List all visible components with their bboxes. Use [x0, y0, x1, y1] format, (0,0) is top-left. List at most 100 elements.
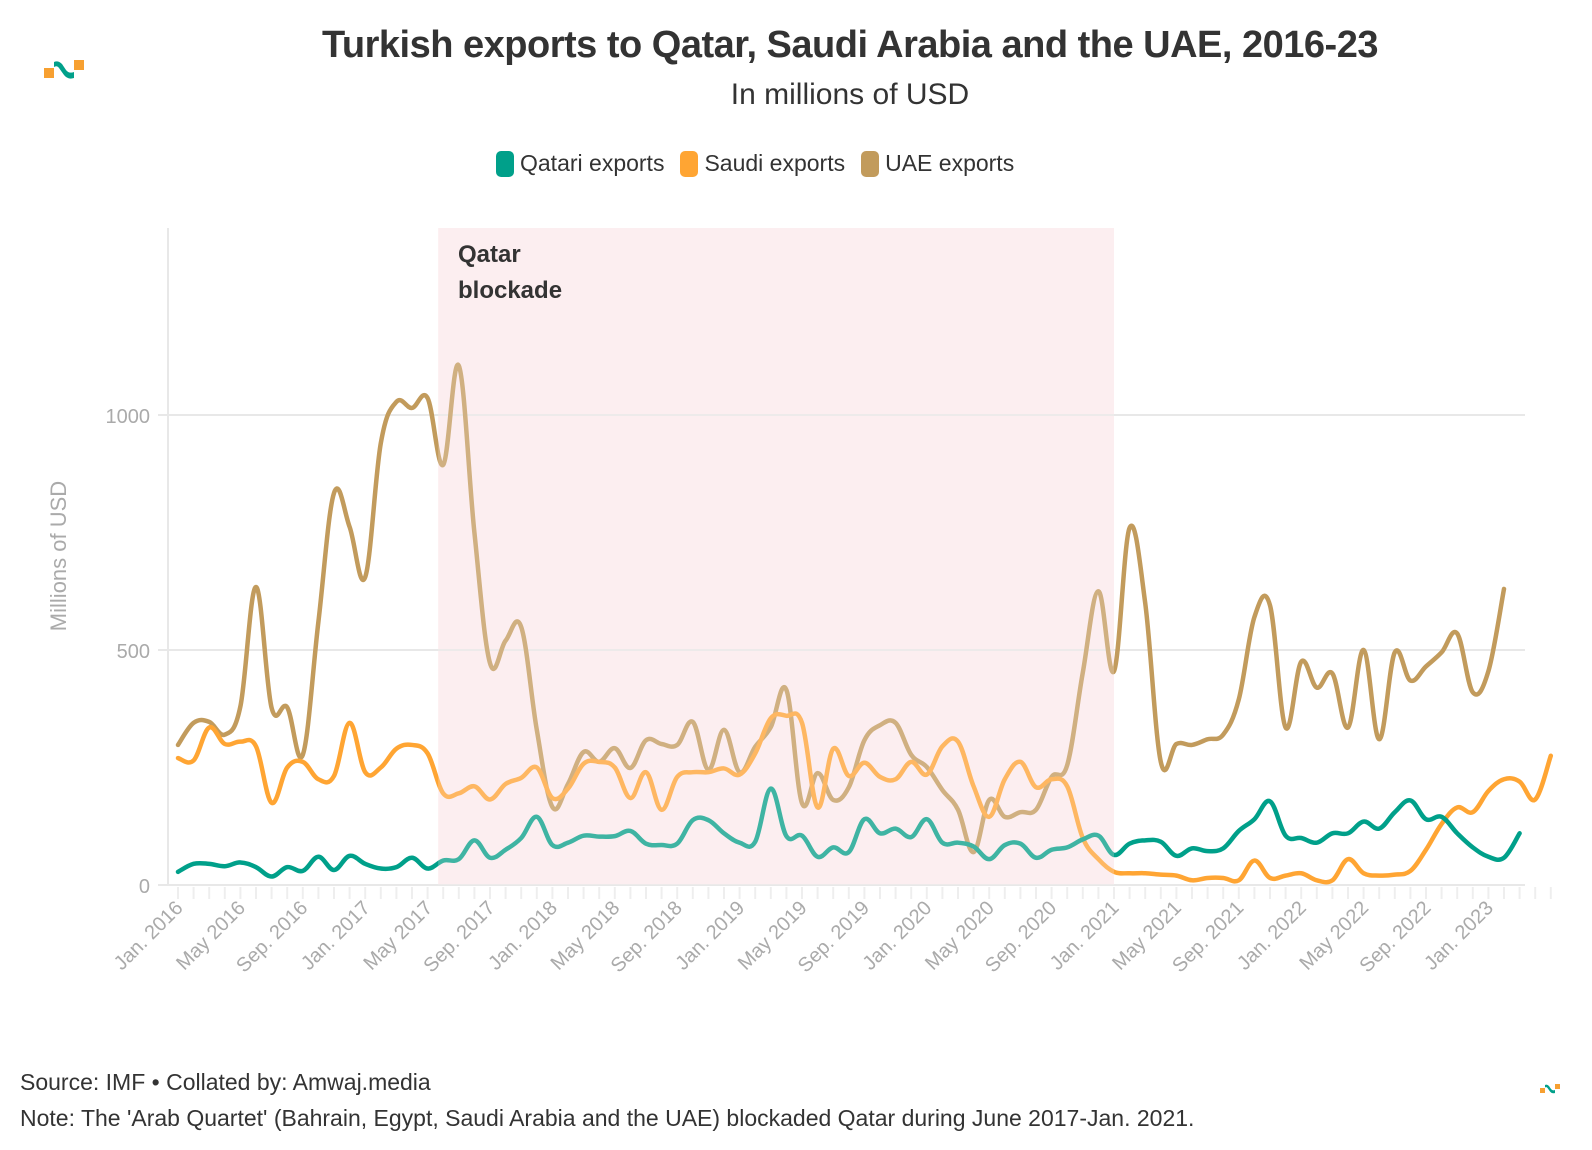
data-point-qatari [1345, 830, 1351, 836]
data-point-saudi [1532, 796, 1538, 802]
data-point-saudi [1205, 875, 1211, 881]
data-point-uae [1376, 736, 1382, 742]
data-point-uae [1407, 678, 1413, 684]
data-point-qatari [1392, 809, 1398, 815]
note-text: Note: The 'Arab Quartet' (Bahrain, Egypt… [20, 1105, 1195, 1131]
data-point-saudi [331, 773, 337, 779]
data-point-uae [1205, 736, 1211, 742]
data-point-qatari [331, 867, 337, 873]
data-point-qatari [1251, 816, 1257, 822]
data-point-qatari [425, 866, 431, 872]
data-point-qatari [300, 868, 306, 874]
data-point-saudi [393, 746, 399, 752]
data-point-qatari [1314, 840, 1320, 846]
data-point-uae [1345, 725, 1351, 731]
data-point-saudi [1127, 870, 1133, 876]
data-point-qatari [1189, 845, 1195, 851]
data-point-uae [237, 703, 243, 709]
data-point-saudi [222, 741, 228, 747]
data-point-uae [1454, 631, 1460, 637]
y-tick-label: 500 [117, 641, 150, 663]
data-point-qatari [1423, 816, 1429, 822]
data-point-qatari [315, 854, 321, 860]
data-point-saudi [315, 776, 321, 782]
data-point-uae [362, 574, 368, 580]
data-point-saudi [1329, 877, 1335, 883]
data-point-qatari [253, 864, 259, 870]
data-point-uae [425, 395, 431, 401]
data-point-uae [1142, 600, 1148, 606]
logo-icon [44, 60, 84, 79]
data-point-uae [1236, 696, 1242, 702]
data-point-uae [1423, 663, 1429, 669]
data-point-qatari [1485, 854, 1491, 860]
data-point-qatari [1517, 830, 1523, 836]
series-line-qatari [175, 786, 1522, 879]
data-point-qatari [175, 869, 181, 875]
data-point-uae [393, 399, 399, 405]
y-tick-label: 0 [139, 876, 150, 898]
data-point-uae [1158, 759, 1164, 765]
data-point-saudi [1251, 858, 1257, 864]
data-point-saudi [253, 743, 259, 749]
data-point-saudi [1376, 873, 1382, 879]
data-point-saudi [1439, 821, 1445, 827]
data-point-uae [1298, 659, 1304, 665]
data-point-saudi [1158, 872, 1164, 878]
source-text: Source: IMF • Collated by: Amwaj.media [20, 1069, 431, 1095]
data-point-saudi [1485, 788, 1491, 794]
legend-item-qatari[interactable]: Qatari exports [496, 150, 664, 177]
data-point-qatari [1142, 837, 1148, 843]
data-point-qatari [191, 861, 197, 867]
data-point-uae [1173, 741, 1179, 747]
data-point-saudi [1173, 873, 1179, 879]
data-point-saudi [175, 755, 181, 761]
legend-item-saudi[interactable]: Saudi exports [680, 150, 845, 177]
data-point-uae [1314, 685, 1320, 691]
data-point-qatari [1298, 835, 1304, 841]
data-point-qatari [1501, 855, 1507, 861]
data-point-qatari [1376, 826, 1382, 832]
data-point-qatari [1205, 848, 1211, 854]
x-tick-label: Jan. 2023 [1420, 897, 1498, 975]
data-point-qatari [393, 864, 399, 870]
data-point-saudi [191, 757, 197, 763]
annotation-label-line2: blockade [458, 277, 562, 304]
data-point-saudi [1220, 875, 1226, 881]
data-point-saudi [1470, 809, 1476, 815]
data-point-saudi [1345, 856, 1351, 862]
legend-label-saudi: Saudi exports [704, 150, 846, 176]
logo-small-icon [1540, 1084, 1560, 1094]
data-point-qatari [1127, 841, 1133, 847]
series-line-uae [175, 362, 1507, 855]
data-point-qatari [1236, 828, 1242, 834]
data-point-uae [1189, 742, 1195, 748]
data-point-saudi [1298, 870, 1304, 876]
data-point-saudi [1517, 779, 1523, 785]
data-point-uae [1501, 586, 1507, 592]
data-point-uae [175, 742, 181, 748]
data-point-uae [331, 490, 337, 496]
data-point-saudi [1283, 873, 1289, 879]
blockade-band [438, 228, 1114, 885]
data-point-qatari [1220, 845, 1226, 851]
data-point-saudi [425, 750, 431, 756]
data-point-saudi [1548, 753, 1554, 759]
data-point-uae [300, 752, 306, 758]
series-line-saudi [175, 711, 1554, 885]
data-point-saudi [378, 765, 384, 771]
legend-item-uae[interactable]: UAE exports [861, 150, 1014, 177]
data-point-saudi [1423, 847, 1429, 853]
data-point-saudi [1454, 804, 1460, 810]
data-point-saudi [1267, 875, 1273, 881]
data-point-saudi [409, 742, 415, 748]
data-point-qatari [269, 874, 275, 880]
data-point-qatari [1267, 798, 1273, 804]
data-point-uae [269, 705, 275, 711]
chart-subtitle: In millions of USD [730, 78, 970, 111]
data-point-saudi [284, 765, 290, 771]
data-point-qatari [1329, 830, 1335, 836]
data-point-uae [222, 732, 228, 738]
data-point-saudi [1142, 870, 1148, 876]
data-point-uae [1470, 689, 1476, 695]
